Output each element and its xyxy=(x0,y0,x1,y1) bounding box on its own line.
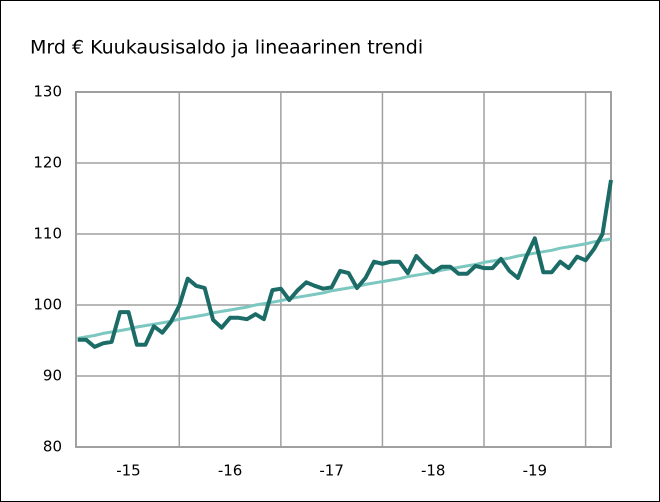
data-line xyxy=(77,237,612,340)
x-tick-label: -15 xyxy=(116,462,141,480)
y-tick-label: 80 xyxy=(43,438,62,456)
y-tick-label: 130 xyxy=(33,83,62,101)
y-tick-label: 90 xyxy=(43,367,62,385)
y-tick-label: 110 xyxy=(33,225,62,243)
plot-border xyxy=(75,91,612,448)
x-tick-label: -19 xyxy=(523,462,548,480)
x-tick-label: -16 xyxy=(218,462,243,480)
y-tick-label: 120 xyxy=(33,154,62,172)
chart-title: Mrd € Kuukausisaldo ja lineaarinen trend… xyxy=(30,37,423,59)
data-line xyxy=(77,179,613,349)
y-tick-label: 100 xyxy=(33,296,62,314)
x-tick-label: -17 xyxy=(319,462,344,480)
x-tick-label: -18 xyxy=(421,462,446,480)
